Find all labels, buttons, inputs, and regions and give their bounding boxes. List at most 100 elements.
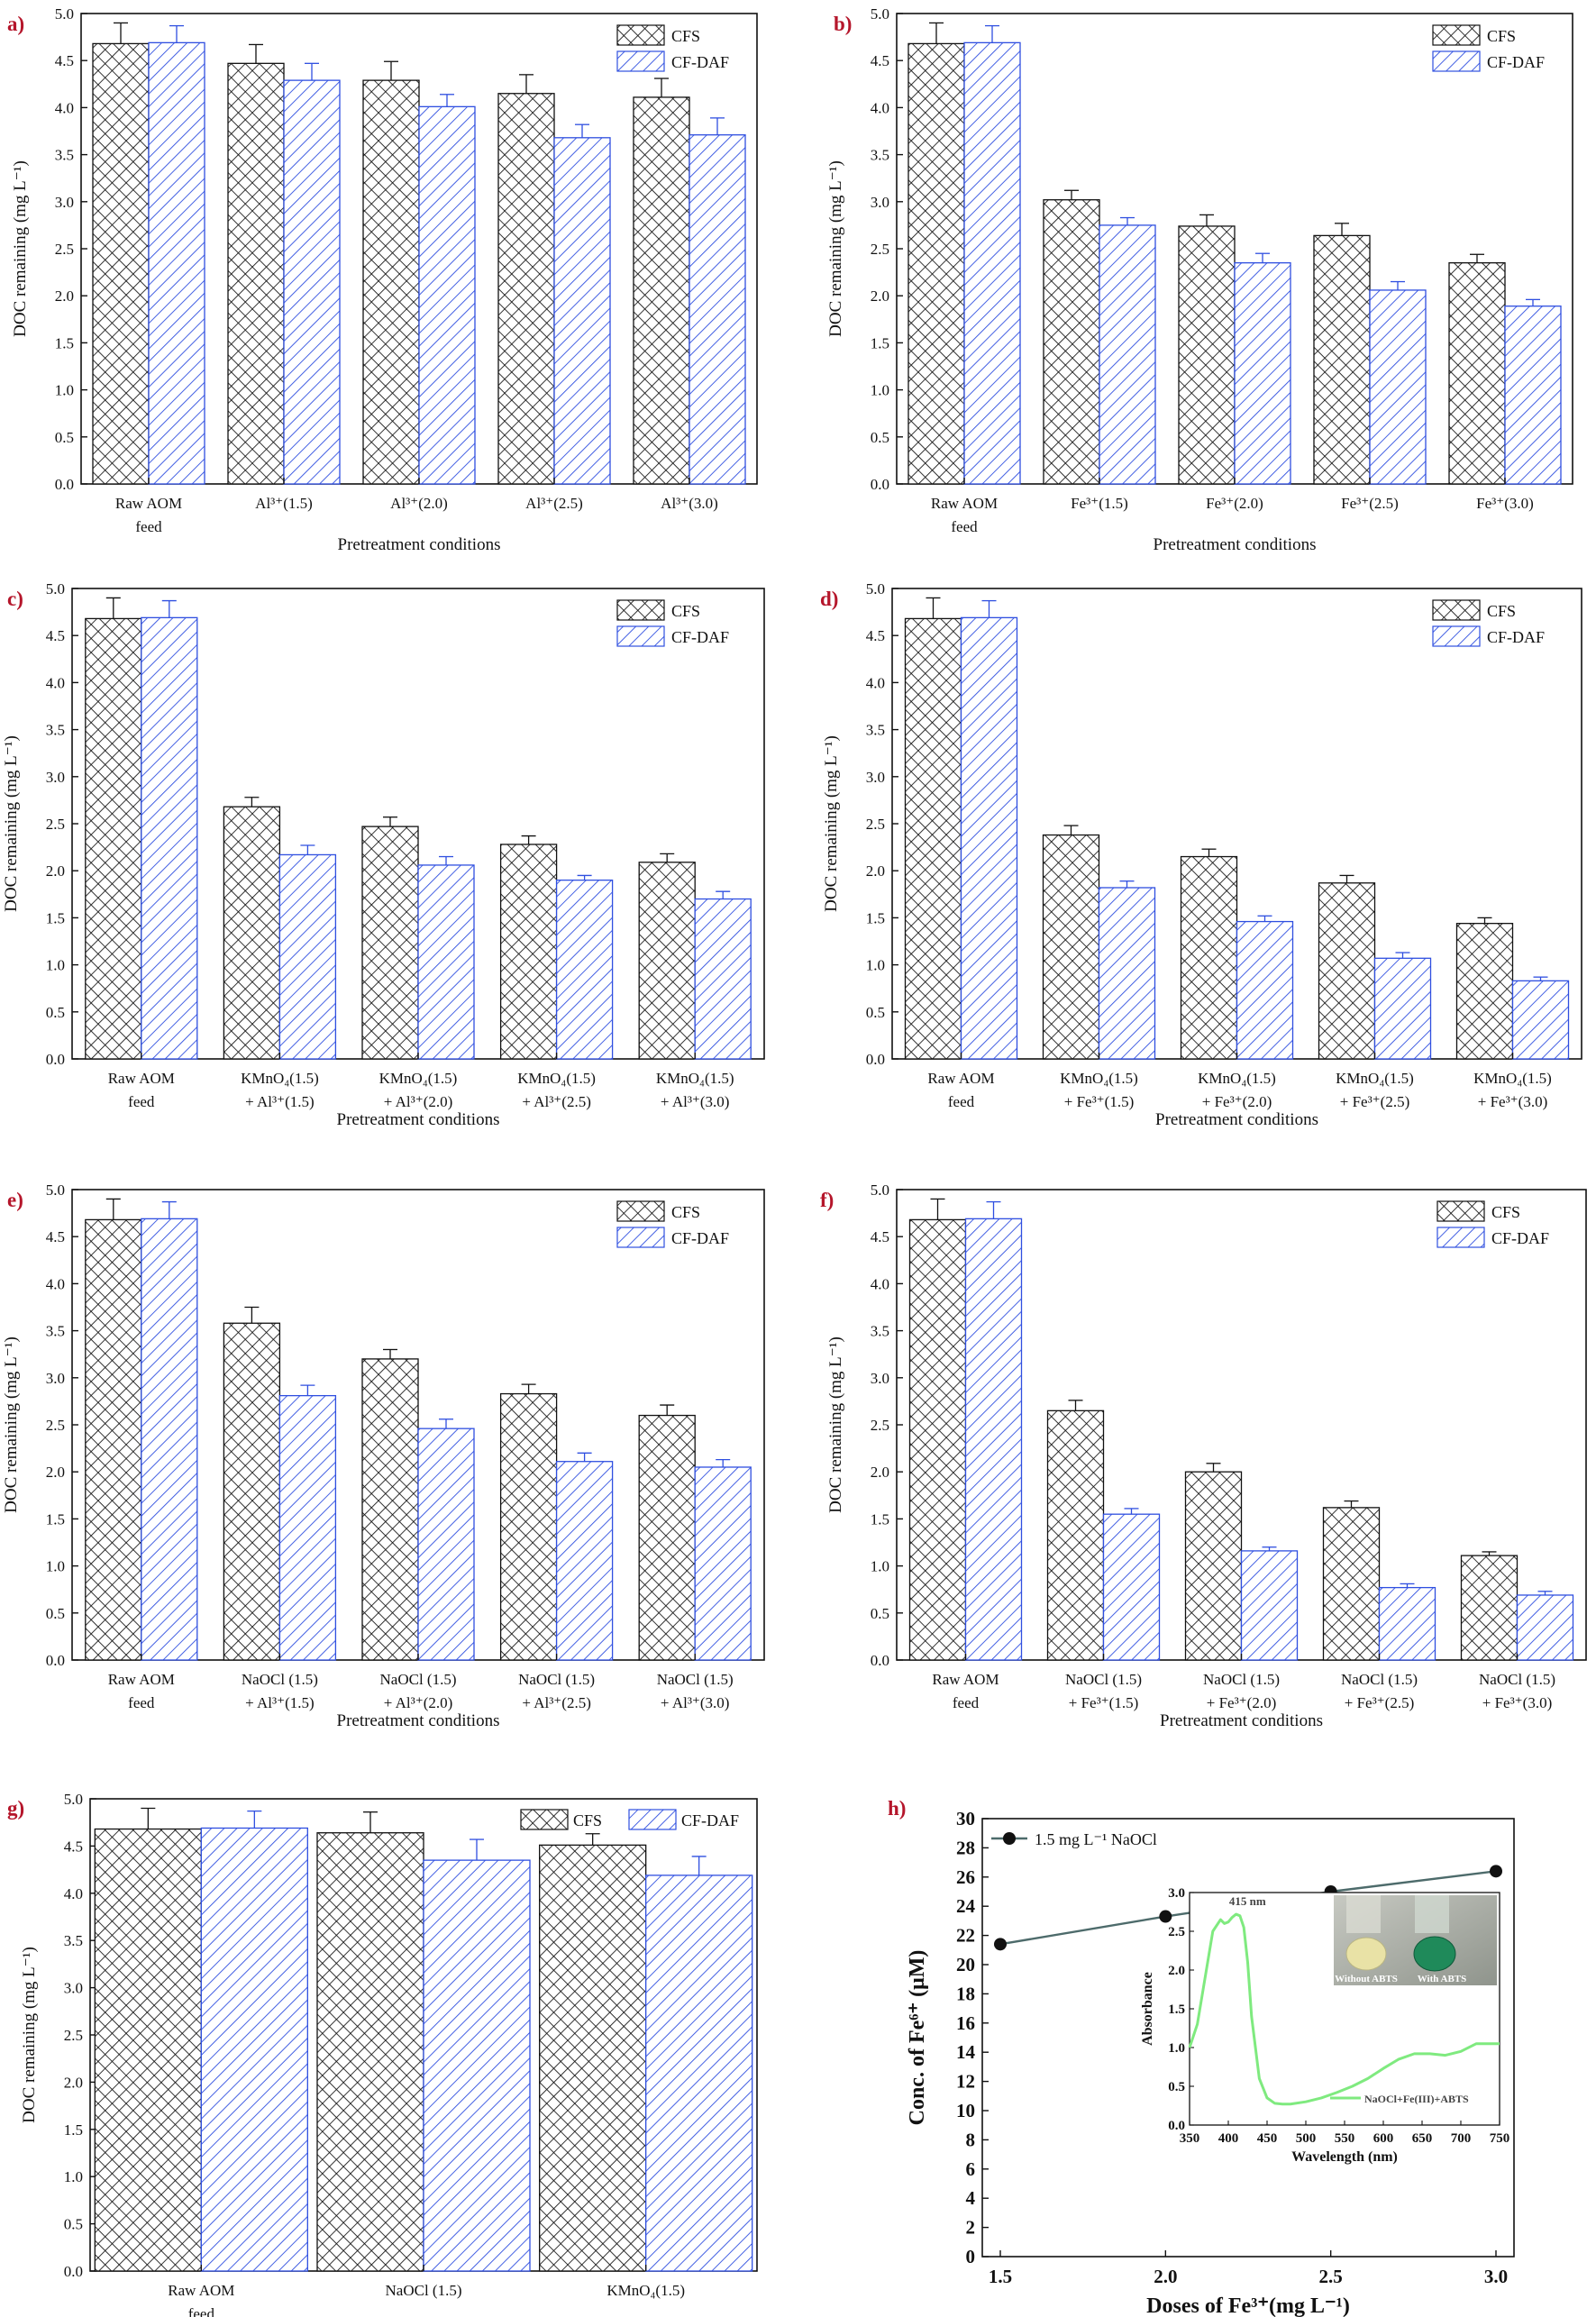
bar-cfs	[638, 862, 696, 1060]
y-tick-label: 2.0	[871, 1464, 889, 1481]
legend-label: 1.5 mg L⁻¹ NaOCl	[1035, 1830, 1157, 1848]
bar-cfs	[1046, 1409, 1105, 1661]
x-axis-label: Pretreatment conditions	[1155, 1110, 1318, 1129]
panel-e: 0.0 0.5 1.0 1.5 2.0 2.5 3.0 3.5 4.0 4.5 5.0 Raw AOM…	[2, 1181, 765, 1730]
vial-without-abts	[1345, 1937, 1387, 1971]
bar-cfs	[85, 617, 142, 1060]
bar-cfs	[1043, 199, 1100, 485]
inset-y-tick: 2.0	[1168, 1964, 1185, 1978]
legend-label-cfdaf: CF-DAF	[671, 1229, 729, 1247]
y-tick-label: 3.0	[46, 1370, 65, 1387]
bar-cfdaf	[278, 853, 337, 1060]
panel-d: 0.0 0.5 1.0 1.5 2.0 2.5 3.0 3.5 4.0 4.5 5.0 Raw AOM…	[820, 580, 1582, 1129]
bar-cfdaf	[1504, 306, 1562, 485]
inset-plot: 0.0 0.5 1.0 1.5 2.0 2.5 3.0 350 400 450 500 550 600 6…	[1140, 1886, 1509, 2165]
y-tick-label: 1.0	[64, 2168, 83, 2185]
bar-cfs	[361, 826, 419, 1060]
y-tick-label: 1.5	[871, 334, 889, 351]
data-point	[994, 1938, 1007, 1951]
bar-cfdaf	[645, 1875, 753, 2272]
bar-cfs	[638, 1414, 696, 1661]
data-point	[1490, 1865, 1502, 1878]
x-tick-label: NaOCl (1.5)	[518, 1671, 595, 1688]
y-axis-label: DOC remaining (mg L⁻¹)	[2, 1336, 21, 1513]
legend-label-cfdaf: CF-DAF	[671, 628, 729, 646]
y-tick-label: 4.5	[64, 1838, 83, 1855]
x-tick-label: Al³⁺(2.5)	[525, 495, 583, 512]
y-tick-label: 0.5	[46, 1605, 65, 1622]
y-tick-label: 4	[966, 2187, 976, 2209]
y-tick-label: 0.0	[64, 2263, 83, 2280]
y-tick-label: 2.0	[55, 287, 74, 305]
legend-label-cfdaf: CF-DAF	[681, 1811, 739, 1829]
panel-b: 0.0 0.5 1.0 1.5 2.0 2.5 3.0 3.5 4.0 4.5 5.0 Raw AOM…	[826, 5, 1573, 554]
x-tick-label: + Fe³⁺(2.0)	[1202, 1093, 1272, 1110]
bar-cfdaf	[278, 1394, 337, 1661]
inset-x-tick: 500	[1296, 2131, 1317, 2146]
x-tick-label: + Al³⁺(2.0)	[384, 1694, 453, 1711]
bar-cfs	[1448, 262, 1506, 485]
y-tick-label: 16	[956, 2012, 975, 2034]
x-tick-label: NaOCl (1.5)	[1065, 1671, 1142, 1688]
x-axis-label: Doses of Fe³⁺(mg L⁻¹)	[1146, 2294, 1350, 2317]
y-tick-label: 26	[956, 1866, 975, 1888]
bar-cfdaf	[1373, 957, 1432, 1060]
x-axis-label: Pretreatment conditions	[338, 535, 501, 554]
y-tick-label: 2.5	[46, 1417, 65, 1434]
x-tick-label: KMnO₄(1.5)	[241, 1070, 319, 1087]
bar-cfs	[361, 1358, 419, 1661]
legend: CFS CF-DAF	[616, 24, 729, 72]
bar-cfs	[1184, 1471, 1243, 1661]
y-tick-label: 5.0	[871, 1181, 889, 1199]
bar-cfdaf	[200, 1827, 308, 2272]
y-tick-label: 1.0	[866, 957, 885, 974]
y-tick-label: 2.5	[46, 816, 65, 833]
x-tick-label: Raw AOM	[108, 1070, 175, 1087]
bar-cfdaf	[1516, 1594, 1574, 1661]
y-tick-label: 5.0	[55, 5, 74, 23]
bar-cfdaf	[1378, 1586, 1436, 1661]
y-tick-label: 0.5	[866, 1004, 885, 1021]
panel-label: e)	[7, 1189, 23, 1211]
bar-cfdaf	[423, 1859, 531, 2272]
x-tick-label: Al³⁺(1.5)	[255, 495, 313, 512]
inset-y-tick: 3.0	[1168, 1886, 1185, 1901]
inset-y-tick: 0.5	[1168, 2080, 1185, 2094]
x-tick-label: + Al³⁺(2.0)	[384, 1093, 453, 1110]
bar-cfs	[1313, 234, 1371, 485]
y-tick-label: 2.0	[871, 287, 889, 305]
y-tick-label: 0.0	[46, 1051, 65, 1068]
bar-cfdaf	[141, 616, 198, 1060]
y-tick-label: 2.0	[866, 862, 885, 880]
x-tick-label: feed	[188, 2305, 215, 2317]
x-tick-label: KMnO₄(1.5)	[1060, 1070, 1138, 1087]
y-tick-label: 0.0	[871, 1652, 889, 1669]
inset-x-tick: 350	[1180, 2131, 1200, 2146]
x-tick-label: Raw AOM	[927, 1070, 994, 1087]
x-tick-label: KMnO₄(1.5)	[379, 1070, 458, 1087]
x-tick-label: + Fe³⁺(1.5)	[1069, 1694, 1138, 1711]
bar-cfdaf	[1240, 1550, 1299, 1661]
panel-label: c)	[7, 588, 23, 610]
x-axis-label: Pretreatment conditions	[1160, 1711, 1323, 1730]
y-tick-label: 0.5	[871, 1605, 889, 1622]
y-tick-label: 1.0	[871, 382, 889, 399]
y-tick-label: 28	[956, 1837, 975, 1858]
x-axis-label: Pretreatment conditions	[1154, 535, 1317, 554]
bar-cfs	[1455, 923, 1514, 1060]
inset-x-tick: 550	[1335, 2131, 1355, 2146]
bar-cfdaf	[1234, 262, 1291, 485]
legend-swatch-cfdaf	[1436, 1227, 1485, 1248]
x-tick-label: NaOCl (1.5)	[386, 2282, 462, 2299]
y-tick-label: 12	[956, 2071, 975, 2093]
y-tick-label: 5.0	[64, 1791, 83, 1808]
x-tick-label: KMnO₄(1.5)	[1198, 1070, 1276, 1087]
legend-label-cfdaf: CF-DAF	[671, 53, 729, 71]
y-axis-label: Conc. of Fe⁶⁺ (μM)	[906, 1950, 929, 2126]
y-tick-label: 1.0	[55, 382, 74, 399]
x-tick-label: KMnO₄(1.5)	[1336, 1070, 1414, 1087]
y-tick-label: 4.0	[64, 1885, 83, 1902]
inset-y-tick: 1.5	[1168, 2002, 1185, 2017]
y-tick-label: 3.5	[64, 1932, 83, 1949]
y-tick-label: 6	[966, 2158, 976, 2180]
